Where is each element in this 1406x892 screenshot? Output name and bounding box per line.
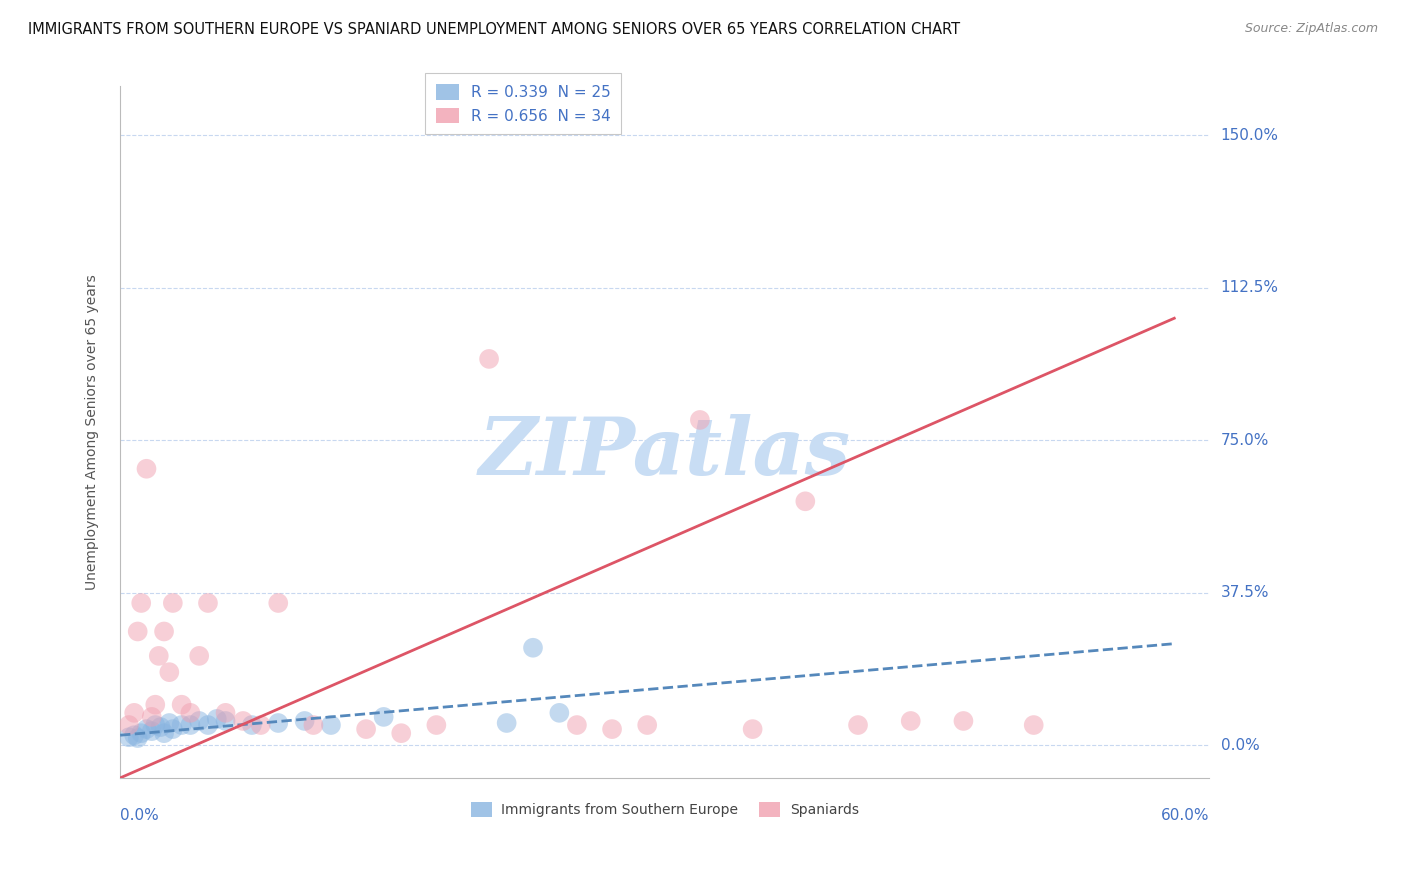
Point (143, 718, 166, 732)
Point (179, 706, 201, 720)
Point (319, 718, 342, 732)
Text: 0.0%: 0.0% (1220, 738, 1260, 753)
Legend: Immigrants from Southern Europe, Spaniards: Immigrants from Southern Europe, Spaniar… (465, 797, 865, 822)
Point (846, 718, 869, 732)
Point (197, 596, 219, 610)
Point (302, 718, 325, 732)
Point (122, 728, 145, 742)
Point (689, 413, 711, 427)
Point (373, 710, 395, 724)
Point (900, 714, 922, 728)
Point (197, 718, 219, 732)
Text: 75.0%: 75.0% (1220, 433, 1268, 448)
Point (162, 722, 184, 736)
Point (522, 640, 544, 655)
Point (267, 716, 290, 731)
Point (636, 718, 658, 732)
Point (495, 716, 517, 731)
Point (478, 351, 501, 366)
Point (118, 718, 141, 732)
Point (214, 706, 236, 720)
Point (143, 698, 166, 712)
Point (249, 718, 271, 732)
Point (148, 648, 170, 663)
Text: IMMIGRANTS FROM SOUTHERN EUROPE VS SPANIARD UNEMPLOYMENT AMONG SENIORS OVER 65 Y: IMMIGRANTS FROM SOUTHERN EUROPE VS SPANI… (28, 22, 960, 37)
Point (157, 665, 180, 680)
Point (232, 714, 254, 728)
Y-axis label: Unemployment Among Seniors over 65 years: Unemployment Among Seniors over 65 years (86, 274, 100, 590)
Point (794, 494, 817, 508)
Point (153, 624, 176, 639)
Point (129, 726, 152, 740)
Point (741, 722, 763, 736)
Point (214, 714, 236, 728)
Point (294, 714, 316, 728)
Point (129, 596, 152, 610)
Text: 37.5%: 37.5% (1220, 585, 1270, 600)
Point (354, 722, 377, 736)
Point (135, 722, 157, 736)
Point (952, 714, 974, 728)
Point (122, 706, 145, 720)
Point (188, 714, 211, 728)
Text: 150.0%: 150.0% (1220, 128, 1278, 143)
Text: 0.0%: 0.0% (120, 808, 159, 823)
Point (157, 716, 180, 731)
Point (127, 624, 149, 639)
Point (600, 722, 623, 736)
Point (565, 718, 588, 732)
Point (179, 718, 201, 732)
Point (118, 731, 141, 745)
Point (170, 698, 193, 712)
Point (141, 710, 163, 724)
Point (240, 718, 263, 732)
Point (141, 724, 163, 739)
Point (425, 718, 447, 732)
Point (1022, 718, 1045, 732)
Point (548, 706, 571, 720)
Point (127, 731, 149, 745)
Point (153, 726, 176, 740)
Point (205, 712, 228, 726)
Text: Source: ZipAtlas.com: Source: ZipAtlas.com (1244, 22, 1378, 36)
Point (149, 720, 172, 734)
Text: ZIPatlas: ZIPatlas (478, 414, 851, 491)
Point (188, 648, 211, 663)
Text: 60.0%: 60.0% (1161, 808, 1209, 823)
Point (162, 596, 184, 610)
Point (389, 726, 412, 740)
Point (135, 462, 157, 476)
Point (170, 718, 193, 732)
Point (267, 596, 290, 610)
Text: 112.5%: 112.5% (1220, 280, 1278, 295)
